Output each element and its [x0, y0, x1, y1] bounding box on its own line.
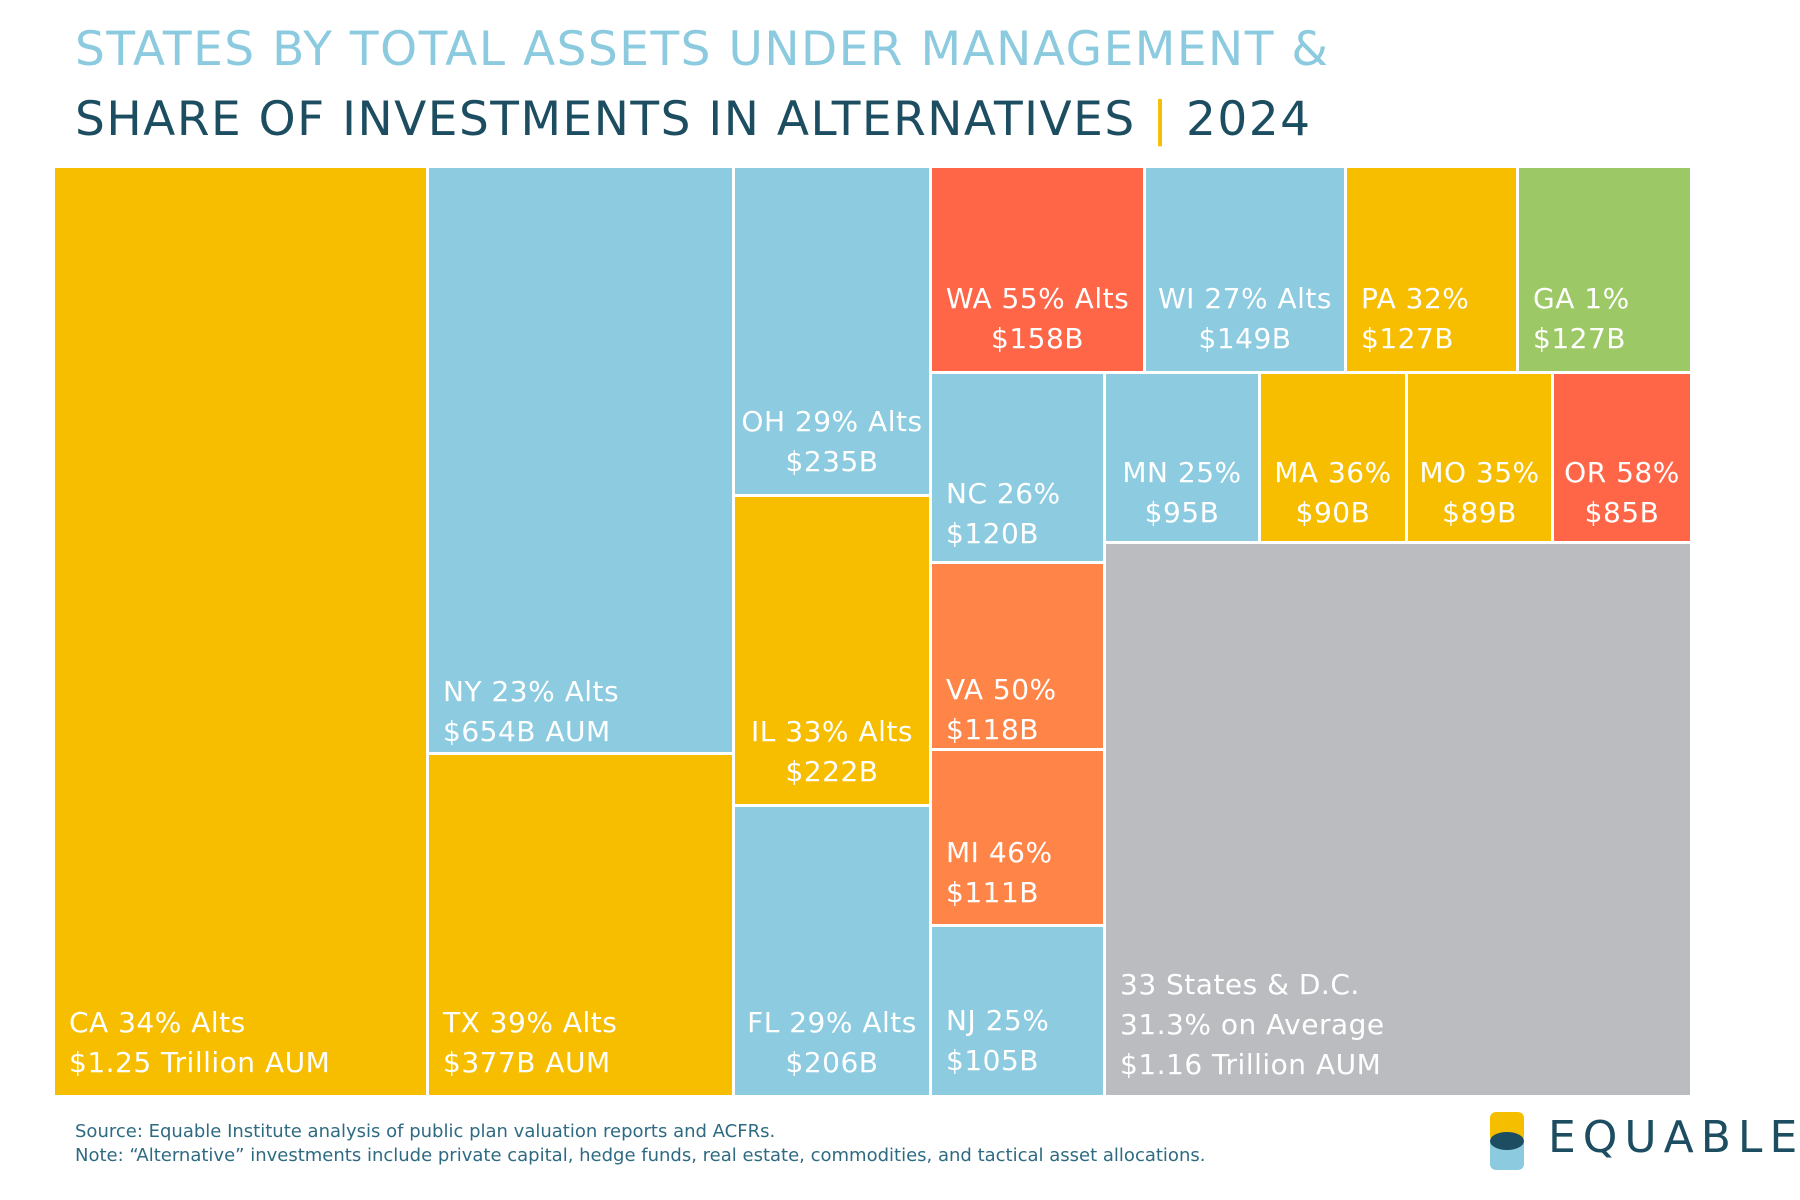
source-note: Source: Equable Institute analysis of pu…: [75, 1121, 776, 1142]
tile-label-line-1: NY 23% Alts: [443, 675, 620, 708]
tile-label-line-2: $118B: [946, 713, 1039, 746]
tile-label-line-1: CA 34% Alts: [69, 1006, 246, 1039]
tile-label-line-1: VA 50%: [946, 673, 1057, 706]
treemap-tile-mo: MO 35% $89B: [1408, 374, 1554, 544]
treemap-tile-oh: OH 29% Alts $235B: [735, 168, 932, 497]
treemap-tile-mi: MI 46% $111B: [932, 751, 1106, 927]
treemap-tile-fl: FL 29% Alts $206B: [735, 807, 932, 1098]
tile-label-line-2: $120B: [946, 517, 1039, 550]
treemap-tile-ma: MA 36% $90B: [1261, 374, 1408, 544]
treemap-tile-il: IL 33% Alts $222B: [735, 497, 932, 807]
tile-label: NJ 25% $105B: [946, 1001, 1049, 1081]
treemap-tile-wi: WI 27% Alts $149B: [1146, 168, 1347, 374]
equable-logo-icon: [1490, 1112, 1524, 1170]
tile-label: MI 46% $111B: [946, 833, 1053, 913]
treemap-tile-nj: NJ 25% $105B: [932, 927, 1106, 1098]
equable-logo: EQUABLE: [1482, 1108, 1797, 1174]
tile-label: IL 33% Alts $222B: [735, 712, 929, 792]
chart-title-year: 2024: [1185, 92, 1312, 147]
tile-label: VA 50% $118B: [946, 670, 1057, 748]
tile-label-line-2: $111B: [946, 876, 1039, 909]
tile-label-line-1: PA 32%: [1361, 282, 1470, 315]
tile-label: FL 29% Alts $206B: [735, 1003, 929, 1083]
tile-label: OR 58% $85B: [1554, 453, 1690, 533]
tile-label-line-2: $85B: [1584, 496, 1660, 529]
tile-label-line-2: $206B: [785, 1046, 879, 1079]
tile-label-line-1: OR 58%: [1564, 456, 1680, 489]
tile-label-line-2: $89B: [1442, 496, 1517, 529]
tile-label: OH 29% Alts $235B: [735, 402, 929, 482]
tile-label-line-1: NJ 25%: [946, 1004, 1050, 1037]
tile-label-line-1: NC 26%: [946, 477, 1061, 510]
treemap-tile-ca: CA 34% Alts $1.25 Trillion AUM: [55, 168, 429, 1098]
treemap-tile-ga: GA 1% $127B: [1519, 168, 1693, 374]
title-separator: |: [1152, 92, 1170, 147]
treemap-tile-tx: TX 39% Alts $377B AUM: [429, 755, 735, 1098]
chart-title-line-2: SHARE OF INVESTMENTS IN ALTERNATIVES | 2…: [75, 92, 1312, 147]
tile-label: WA 55% Alts $158B: [932, 279, 1143, 359]
tile-label: NC 26% $120B: [946, 474, 1061, 554]
tile-label-line-1: TX 39% Alts: [443, 1006, 618, 1039]
tile-label-line-1: WI 27% Alts: [1158, 282, 1332, 315]
tile-label: WI 27% Alts $149B: [1146, 279, 1344, 359]
tile-label-line-2: $149B: [1198, 322, 1292, 355]
tile-label-line-2: $654B AUM: [443, 715, 611, 748]
tile-label-line-2: $158B: [991, 322, 1084, 355]
tile-label-line-1: 33 States & D.C.: [1120, 968, 1360, 1001]
treemap: CA 34% Alts $1.25 Trillion AUM NY 23% Alts…: [55, 168, 1693, 1098]
treemap-tile-or: OR 58% $85B: [1554, 374, 1693, 544]
tile-label-line-1: GA 1%: [1533, 282, 1630, 315]
tile-label-line-1: OH 29% Alts: [741, 405, 923, 438]
treemap-tile-ny: NY 23% Alts $654B AUM: [429, 168, 735, 755]
tile-label-line-2: $1.25 Trillion AUM: [69, 1046, 331, 1079]
treemap-tile-pa: PA 32% $127B: [1347, 168, 1519, 374]
tile-label-line-1: MO 35%: [1419, 456, 1540, 489]
tile-label-line-2: $127B: [1533, 322, 1626, 355]
tile-label-line-2: 31.3% on Average: [1120, 1008, 1385, 1041]
footer: Source: Equable Institute analysis of pu…: [75, 1120, 1205, 1168]
chart-title-line-1: STATES BY TOTAL ASSETS UNDER MANAGEMENT …: [75, 22, 1330, 77]
tile-label-line-1: MN 25%: [1122, 456, 1242, 489]
tile-label-line-3: $1.16 Trillion AUM: [1120, 1048, 1382, 1081]
treemap-tile-va: VA 50% $118B: [932, 564, 1106, 751]
chart-title-main: SHARE OF INVESTMENTS IN ALTERNATIVES: [75, 92, 1136, 147]
tile-label-line-2: $95B: [1144, 496, 1220, 529]
tile-label: MO 35% $89B: [1408, 453, 1551, 533]
tile-label: 33 States & D.C. 31.3% on Average $1.16 Tr…: [1120, 965, 1385, 1085]
tile-label: NY 23% Alts $654B AUM: [443, 672, 619, 752]
tile-label: TX 39% Alts $377B AUM: [443, 1003, 617, 1083]
tile-label-line-1: MI 46%: [946, 836, 1053, 869]
tile-label-line-2: $235B: [785, 445, 879, 478]
treemap-tile-mn: MN 25% $95B: [1106, 374, 1261, 544]
alternatives-note: Note: “Alternative” investments include …: [75, 1145, 1206, 1166]
treemap-tile-33-states-d-c: 33 States & D.C. 31.3% on Average $1.16 Tr…: [1106, 544, 1693, 1098]
tile-label: GA 1% $127B: [1533, 279, 1630, 359]
tile-label: CA 34% Alts $1.25 Trillion AUM: [69, 1003, 330, 1083]
tile-label-line-2: $105B: [946, 1044, 1039, 1077]
tile-label-line-1: MA 36%: [1274, 456, 1392, 489]
tile-label-line-1: FL 29% Alts: [747, 1006, 917, 1039]
tile-label-line-2: $90B: [1295, 496, 1371, 529]
equable-logo-text: EQUABLE: [1548, 1112, 1800, 1163]
tile-label-line-1: IL 33% Alts: [751, 715, 913, 748]
tile-label: PA 32% $127B: [1361, 279, 1469, 359]
tile-label-line-2: $222B: [785, 755, 879, 788]
tile-label: MA 36% $90B: [1261, 453, 1405, 533]
treemap-tile-nc: NC 26% $120B: [932, 374, 1106, 564]
treemap-tile-wa: WA 55% Alts $158B: [932, 168, 1146, 374]
tile-label-line-1: WA 55% Alts: [945, 282, 1130, 315]
tile-label-line-2: $377B AUM: [443, 1046, 611, 1079]
tile-label: MN 25% $95B: [1106, 453, 1258, 533]
tile-label-line-2: $127B: [1361, 322, 1454, 355]
